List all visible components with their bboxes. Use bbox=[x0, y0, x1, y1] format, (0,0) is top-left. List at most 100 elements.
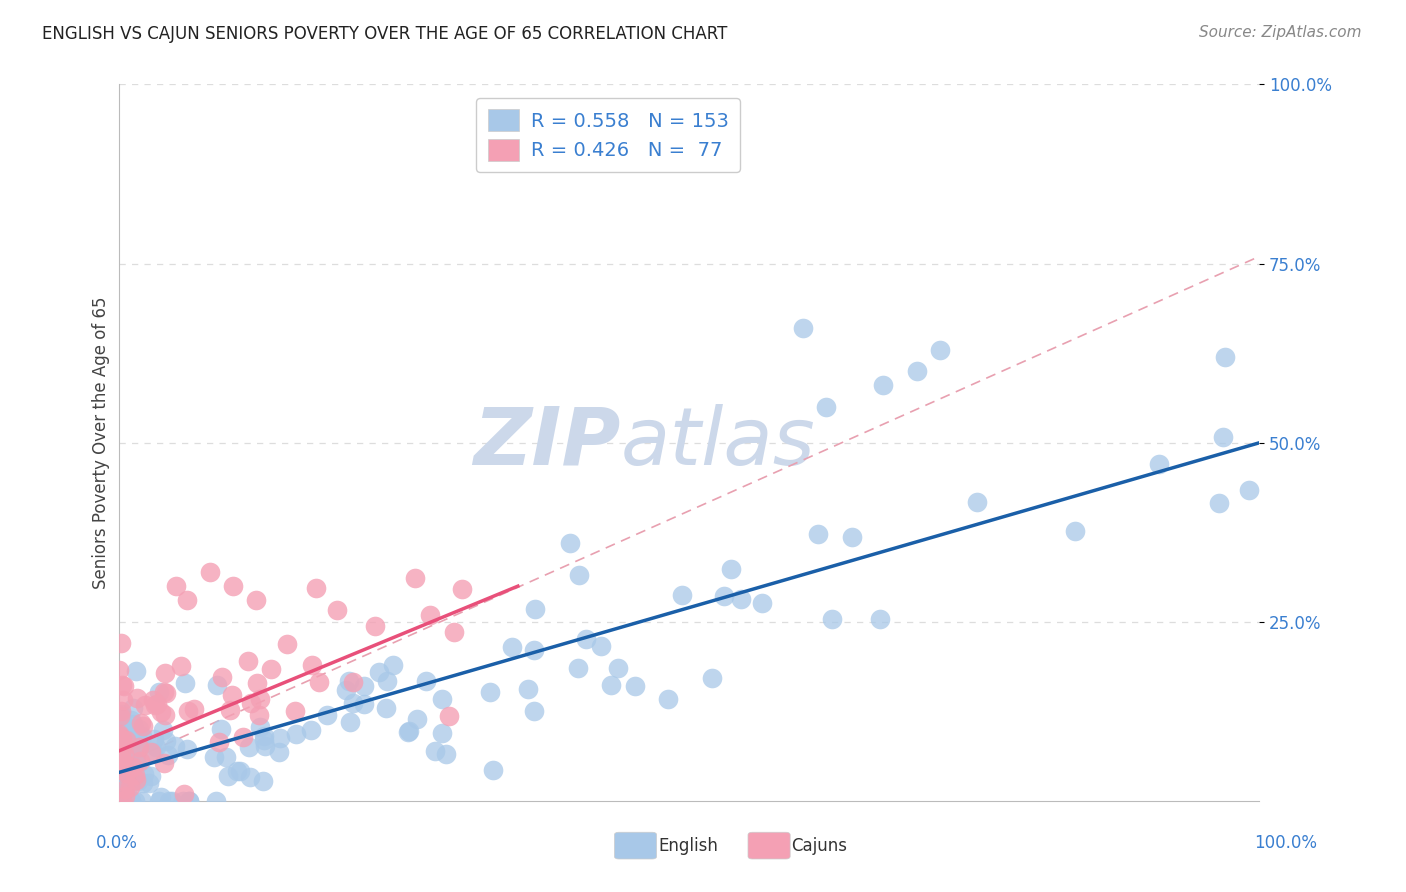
Point bbox=[132, 776, 155, 790]
Point bbox=[516, 681, 538, 696]
Point bbox=[700, 671, 723, 685]
Point bbox=[869, 612, 891, 626]
Point bbox=[110, 794, 132, 808]
Point bbox=[112, 747, 135, 762]
Point bbox=[1149, 458, 1171, 472]
Point bbox=[156, 747, 179, 762]
Point bbox=[108, 794, 131, 808]
Point bbox=[110, 763, 132, 777]
Point bbox=[1213, 350, 1236, 364]
Point bbox=[170, 659, 193, 673]
Point bbox=[415, 673, 437, 688]
Point bbox=[814, 400, 837, 414]
Point bbox=[245, 593, 267, 607]
Point bbox=[139, 746, 162, 760]
Point bbox=[179, 794, 201, 808]
Point bbox=[111, 723, 134, 737]
Point bbox=[128, 739, 150, 754]
Point bbox=[108, 722, 131, 736]
Point bbox=[148, 794, 170, 808]
Point bbox=[111, 692, 134, 706]
Point bbox=[246, 676, 269, 690]
Point bbox=[249, 692, 271, 706]
Point bbox=[110, 636, 132, 650]
Point bbox=[342, 696, 364, 710]
Point bbox=[375, 673, 398, 688]
Point bbox=[118, 780, 141, 794]
Point bbox=[118, 794, 141, 808]
Point bbox=[1208, 496, 1230, 510]
Point bbox=[218, 703, 240, 717]
Point bbox=[108, 729, 131, 743]
Point bbox=[928, 343, 950, 357]
Point bbox=[176, 593, 198, 607]
Point bbox=[124, 768, 146, 782]
Point bbox=[128, 722, 150, 736]
Point bbox=[127, 691, 149, 706]
Point bbox=[120, 794, 142, 808]
Point bbox=[177, 704, 200, 718]
Point bbox=[252, 773, 274, 788]
Point bbox=[221, 688, 243, 702]
Point bbox=[110, 711, 132, 725]
Point bbox=[335, 682, 357, 697]
Point bbox=[153, 756, 176, 771]
Point bbox=[575, 632, 598, 646]
Point bbox=[108, 732, 131, 747]
Point bbox=[284, 704, 307, 718]
Point bbox=[600, 678, 623, 692]
Y-axis label: Seniors Poverty Over the Age of 65: Seniors Poverty Over the Age of 65 bbox=[93, 296, 110, 589]
Point bbox=[568, 568, 591, 582]
Point bbox=[419, 608, 441, 623]
Point bbox=[110, 746, 132, 760]
Point bbox=[125, 751, 148, 765]
Point bbox=[202, 750, 225, 764]
Point bbox=[841, 530, 863, 544]
Point bbox=[589, 639, 612, 653]
Point bbox=[124, 794, 146, 808]
Point bbox=[121, 773, 143, 788]
Point bbox=[253, 739, 276, 754]
Point bbox=[238, 740, 260, 755]
Point bbox=[183, 702, 205, 716]
FancyBboxPatch shape bbox=[748, 832, 790, 859]
Point bbox=[482, 763, 505, 777]
Point bbox=[821, 612, 844, 626]
Point bbox=[134, 767, 156, 781]
Point bbox=[149, 705, 172, 719]
Point bbox=[155, 686, 177, 700]
Point bbox=[404, 571, 426, 585]
Point bbox=[325, 602, 347, 616]
Point bbox=[524, 601, 547, 615]
Point bbox=[114, 766, 136, 780]
Point bbox=[107, 756, 129, 771]
Point bbox=[966, 495, 988, 509]
Point bbox=[131, 794, 153, 808]
Text: 0.0%: 0.0% bbox=[96, 834, 138, 852]
Point bbox=[905, 364, 928, 378]
Point bbox=[111, 678, 134, 692]
Point bbox=[118, 760, 141, 774]
Point bbox=[112, 770, 135, 784]
Point bbox=[125, 664, 148, 678]
Point bbox=[479, 685, 502, 699]
Point bbox=[247, 707, 270, 722]
Point bbox=[239, 696, 262, 710]
Point bbox=[434, 747, 457, 761]
Point bbox=[108, 747, 131, 761]
Point bbox=[284, 727, 307, 741]
Point bbox=[134, 698, 156, 712]
Point bbox=[108, 708, 131, 723]
Point bbox=[215, 750, 238, 764]
Point bbox=[623, 679, 645, 693]
Point bbox=[165, 579, 187, 593]
Point bbox=[153, 707, 176, 722]
Point bbox=[205, 678, 228, 692]
Point bbox=[1064, 524, 1087, 539]
Point bbox=[1237, 483, 1260, 497]
Point bbox=[125, 773, 148, 788]
Point bbox=[111, 793, 134, 807]
Point bbox=[108, 723, 131, 738]
Text: 100.0%: 100.0% bbox=[1254, 834, 1317, 852]
Point bbox=[108, 733, 131, 747]
